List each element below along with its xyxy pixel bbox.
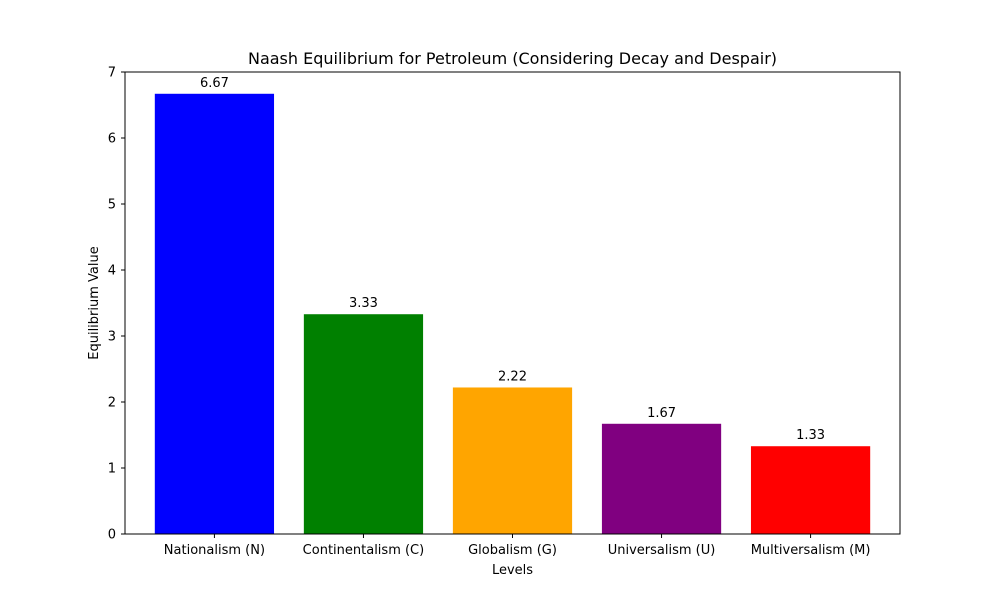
plot-frame [124, 71, 901, 535]
bar-4 [601, 423, 722, 534]
bar-value-label: 6.67 [200, 76, 229, 91]
value-labels-group: 6.67 3.33 2.22 1.67 1.33 [200, 76, 825, 443]
y-tick-label: 0 [108, 528, 116, 543]
y-tick-label: 7 [108, 66, 116, 81]
y-tick-label: 4 [108, 264, 116, 279]
bar-1 [154, 93, 275, 534]
x-tick-label: Universalism (U) [608, 543, 716, 558]
bar-value-label: 1.67 [647, 406, 676, 421]
x-axis-label: Levels [492, 563, 533, 578]
y-tick-label: 3 [108, 330, 116, 345]
y-tick-label: 6 [108, 132, 116, 147]
bars-group [154, 93, 871, 534]
x-tick-label: Continentalism (C) [303, 543, 425, 558]
bar-value-label: 3.33 [349, 296, 378, 311]
x-axis: Nationalism (N) Continentalism (C) Globali… [164, 534, 871, 558]
y-axis: 0 1 2 3 4 5 6 7 [108, 66, 125, 543]
bar-3 [452, 387, 573, 534]
y-tick-label: 2 [108, 396, 116, 411]
x-tick-label: Nationalism (N) [164, 543, 265, 558]
x-tick-label: Globalism (G) [468, 543, 557, 558]
bar-5 [750, 446, 871, 534]
y-axis-label: Equilibrium Value [87, 246, 102, 359]
y-tick-label: 5 [108, 198, 116, 213]
x-tick-label: Multiversalism (M) [751, 543, 871, 558]
y-tick-label: 1 [108, 462, 116, 477]
bar-value-label: 1.33 [796, 428, 825, 443]
bar-2 [303, 314, 424, 534]
bar-value-label: 2.22 [498, 369, 527, 384]
chart-title: Naash Equilibrium for Petroleum (Conside… [248, 49, 777, 68]
